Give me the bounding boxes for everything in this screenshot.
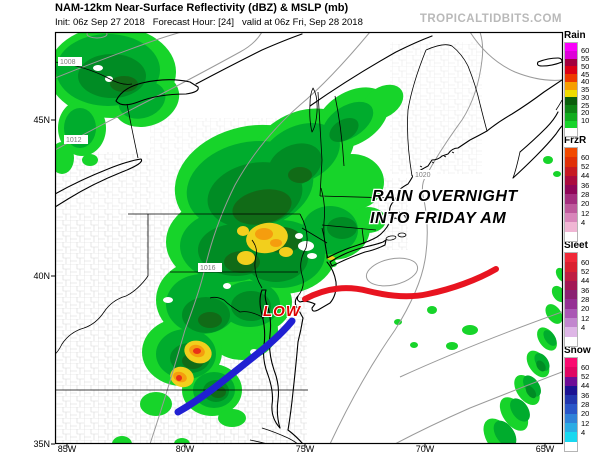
legend-section-snow: Snow 60 52 44 36 28 20 12 4 bbox=[564, 345, 600, 452]
legend-tick-label: 30 bbox=[581, 92, 590, 102]
lon-label-70w: 70W bbox=[416, 444, 435, 452]
watermark: TROPICALTIDBITS.COM bbox=[419, 13, 562, 25]
annotation-into-friday: INTO FRIDAY AM bbox=[370, 210, 506, 227]
legend-section-frzr: FrzR 60 52 44 36 28 20 12 4 bbox=[564, 135, 600, 242]
legend-tick-label: 20 bbox=[581, 304, 590, 314]
legend-tick-label: 25 bbox=[581, 100, 590, 110]
axis-labels: 45N 40N 35N 85W 80W 75W 70W 65W bbox=[33, 115, 554, 452]
legend-tick-label: 44 bbox=[581, 381, 590, 391]
legend-panel: Rain 60 55 50 45 40 35 30 25 20 10 FrzR 60 52 44 36 28 20… bbox=[564, 30, 600, 452]
legend-colorbar: 60 52 44 36 28 20 12 4 bbox=[564, 357, 589, 452]
legend-tick-label: 60 bbox=[581, 257, 590, 267]
lon-label-85w: 85W bbox=[58, 444, 77, 452]
legend-title: Rain bbox=[564, 30, 586, 41]
legend-tick-label: 4 bbox=[581, 322, 586, 332]
legend-tick-label: 20 bbox=[581, 108, 590, 118]
legend-tick-label: 4 bbox=[581, 427, 586, 437]
legend-section-rain: Rain 60 55 50 45 40 35 30 25 20 10 bbox=[564, 30, 600, 137]
legend-tick-label: 20 bbox=[581, 199, 590, 209]
low-pressure-label: LOW bbox=[263, 303, 302, 320]
legend-tick-label: 35 bbox=[581, 85, 590, 94]
lon-label-80w: 80W bbox=[176, 444, 195, 452]
legend-tick-label: 40 bbox=[581, 77, 590, 87]
legend-title: Sleet bbox=[564, 240, 588, 251]
legend-section-sleet: Sleet 60 52 44 36 28 20 12 4 bbox=[564, 240, 600, 347]
model-run-info: Init: 06z Sep 27 2018 Forecast Hour: [24… bbox=[55, 17, 363, 28]
legend-tick-label: 44 bbox=[581, 171, 590, 181]
legend-tick-label: 28 bbox=[581, 400, 590, 409]
legend-tick-label: 4 bbox=[581, 217, 586, 227]
legend-tick-label: 44 bbox=[581, 276, 590, 286]
legend-tick-label: 60 bbox=[581, 362, 590, 372]
legend-tick-label: 28 bbox=[581, 190, 590, 199]
legend-tick-label: 12 bbox=[581, 418, 590, 428]
legend-tick-label: 52 bbox=[581, 267, 590, 277]
legend-tick-label: 50 bbox=[581, 61, 590, 71]
lat-label-45n: 45N bbox=[33, 115, 50, 125]
annotation-rain-overnight: RAIN OVERNIGHT bbox=[372, 188, 518, 205]
legend-tick-label: 60 bbox=[581, 46, 590, 56]
legend-tick-label: 45 bbox=[581, 69, 590, 79]
pressure-value-labels: 1008 1012 1016 1020 bbox=[58, 57, 437, 272]
legend-tick-label: 60 bbox=[581, 152, 590, 162]
legend-tick-label: 36 bbox=[581, 390, 590, 400]
legend-colorbar: 60 55 50 45 40 35 30 25 20 10 bbox=[564, 42, 589, 137]
legend-colorbar: 60 52 44 36 28 20 12 4 bbox=[564, 252, 589, 347]
pressure-label-1020: 1020 bbox=[415, 172, 431, 179]
legend-title: FrzR bbox=[564, 135, 587, 146]
legend-tick-label: 36 bbox=[581, 285, 590, 295]
cold-front-line bbox=[174, 317, 296, 416]
legend-tick-label: 36 bbox=[581, 180, 590, 190]
axis-ticks bbox=[51, 119, 546, 448]
lat-label-40n: 40N bbox=[33, 271, 50, 281]
radar-heavy-cells bbox=[170, 222, 335, 388]
legend-tick-label: 12 bbox=[581, 208, 590, 218]
legend-colorbar: 60 52 44 36 28 20 12 4 bbox=[564, 147, 589, 242]
lon-label-65w: 65W bbox=[536, 444, 555, 452]
legend-tick-label: 52 bbox=[581, 372, 590, 382]
pressure-label-1012: 1012 bbox=[66, 137, 82, 144]
pressure-label-1008: 1008 bbox=[60, 59, 76, 66]
lat-label-35n: 35N bbox=[33, 439, 50, 449]
geography-borders bbox=[55, 33, 562, 444]
legend-tick-label: 28 bbox=[581, 295, 590, 304]
legend-tick-label: 55 bbox=[581, 54, 590, 63]
legend-tick-label: 12 bbox=[581, 313, 590, 323]
legend-tick-label: 52 bbox=[581, 162, 590, 172]
legend-tick-label: 20 bbox=[581, 409, 590, 419]
warm-front-line bbox=[302, 266, 499, 302]
mslp-contours bbox=[55, 32, 562, 444]
pressure-label-1016: 1016 bbox=[200, 265, 216, 272]
page-title: NAM-12km Near-Surface Reflectivity (dBZ)… bbox=[55, 2, 349, 14]
lon-label-75w: 75W bbox=[296, 444, 315, 452]
map-frame bbox=[54, 31, 564, 445]
legend-tick-label: 10 bbox=[581, 116, 590, 125]
legend-title: Snow bbox=[564, 345, 591, 356]
